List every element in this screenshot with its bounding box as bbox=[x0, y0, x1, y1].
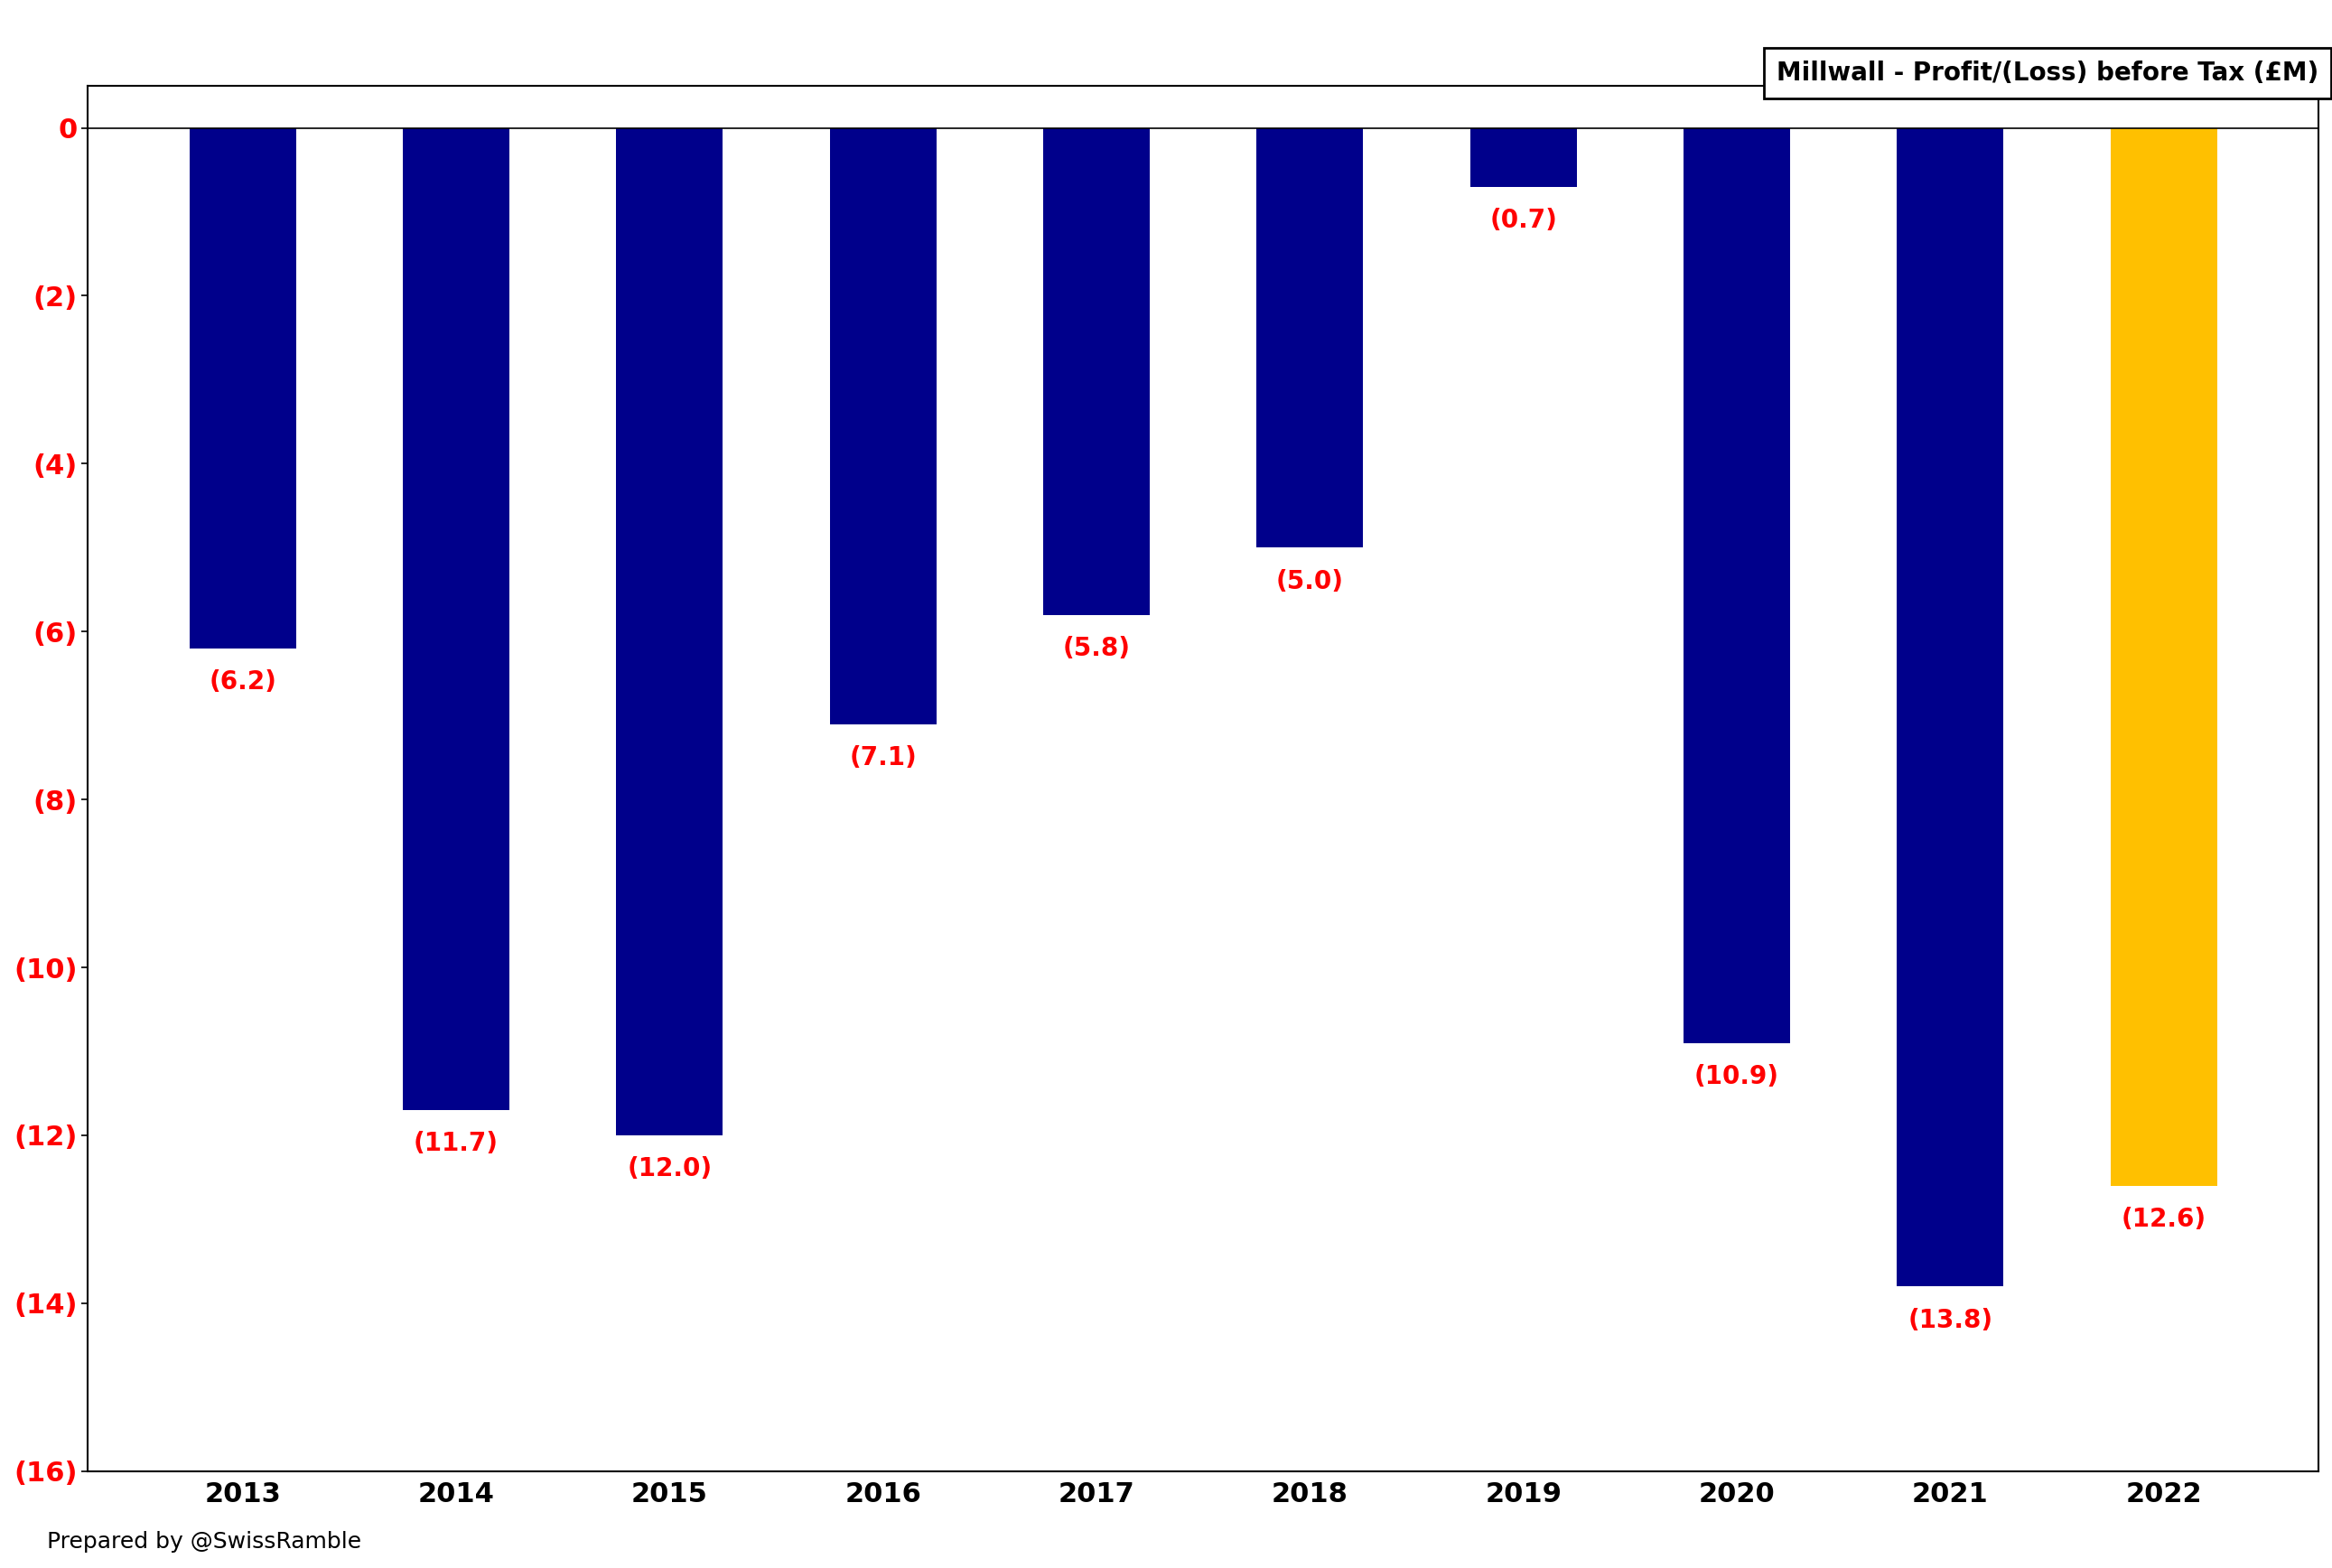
Bar bbox=[1257, 129, 1364, 547]
Bar bbox=[2110, 129, 2218, 1185]
Text: (5.8): (5.8) bbox=[1063, 635, 1131, 662]
Bar bbox=[1896, 129, 2003, 1286]
Text: Prepared by @SwissRamble: Prepared by @SwissRamble bbox=[47, 1530, 361, 1552]
Bar bbox=[830, 129, 937, 724]
Bar bbox=[189, 129, 296, 649]
Text: (5.0): (5.0) bbox=[1276, 569, 1343, 594]
Text: (12.6): (12.6) bbox=[2122, 1207, 2206, 1232]
Bar bbox=[616, 129, 723, 1135]
Bar bbox=[403, 129, 508, 1110]
Bar bbox=[1042, 129, 1150, 615]
Bar bbox=[1684, 129, 1791, 1043]
Bar bbox=[1469, 129, 1576, 187]
Text: (13.8): (13.8) bbox=[1908, 1308, 1994, 1333]
Text: (7.1): (7.1) bbox=[849, 745, 916, 770]
Text: (11.7): (11.7) bbox=[413, 1131, 499, 1157]
Text: (6.2): (6.2) bbox=[210, 670, 278, 695]
Text: (10.9): (10.9) bbox=[1695, 1065, 1779, 1090]
Text: Millwall - Profit/(Loss) before Tax (£M): Millwall - Profit/(Loss) before Tax (£M) bbox=[1777, 61, 2318, 86]
Text: (12.0): (12.0) bbox=[627, 1156, 711, 1182]
Text: (0.7): (0.7) bbox=[1490, 207, 1558, 234]
